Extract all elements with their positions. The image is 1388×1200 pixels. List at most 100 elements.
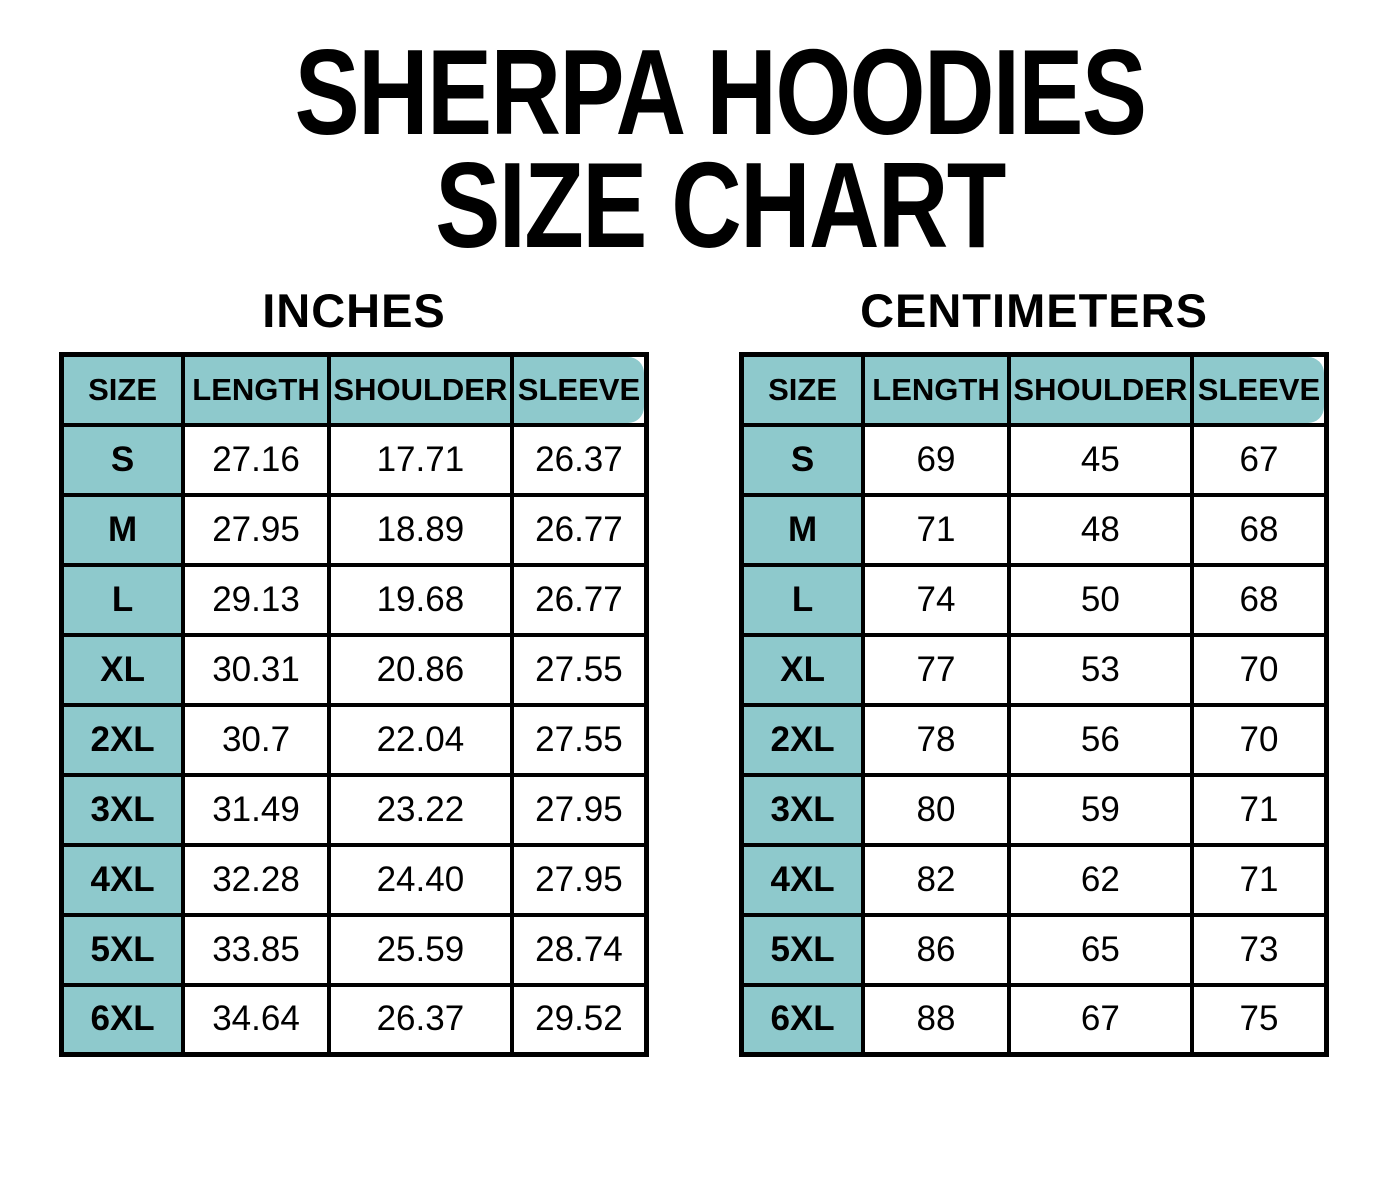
inches-column-header-shoulder: SHOULDER (326, 352, 514, 427)
sleeve-value-cell: 75 (1189, 982, 1329, 1057)
inches-column-header-length: LENGTH (181, 352, 331, 427)
centimeters-section: CENTIMETERS SIZE LENGTH SHOULDER SLEEVE … (739, 284, 1329, 1057)
table-row: XL 77 53 70 (739, 632, 1329, 707)
length-value-cell: 33.85 (181, 912, 331, 987)
shoulder-value-cell: 25.59 (326, 912, 514, 987)
sleeve-value-cell: 27.95 (509, 772, 649, 847)
inches-heading: INCHES (262, 284, 446, 337)
table-row: 4XL 32.28 24.40 27.95 (59, 842, 649, 917)
size-label-cell: 2XL (59, 702, 186, 777)
length-value-cell: 30.7 (181, 702, 331, 777)
centimeters-header-row: SIZE LENGTH SHOULDER SLEEVE (739, 352, 1329, 427)
table-row: L 74 50 68 (739, 562, 1329, 637)
length-value-cell: 30.31 (181, 632, 331, 707)
centimeters-column-header-sleeve-label: SLEEVE (1197, 371, 1321, 407)
shoulder-value-cell: 24.40 (326, 842, 514, 917)
size-label-cell: L (739, 562, 866, 637)
shoulder-value-cell: 59 (1006, 772, 1194, 847)
shoulder-value-cell: 23.22 (326, 772, 514, 847)
shoulder-value-cell: 53 (1006, 632, 1194, 707)
sleeve-value-cell: 26.37 (509, 422, 649, 497)
length-value-cell: 86 (861, 912, 1011, 987)
sleeve-value-cell: 29.52 (509, 982, 649, 1057)
length-value-cell: 32.28 (181, 842, 331, 917)
sleeve-value-cell: 67 (1189, 422, 1329, 497)
size-label-cell: 3XL (59, 772, 186, 847)
sleeve-value-cell: 27.55 (509, 632, 649, 707)
inches-column-header-sleeve: SLEEVE (509, 352, 649, 427)
length-value-cell: 34.64 (181, 982, 331, 1057)
sleeve-value-cell: 70 (1189, 632, 1329, 707)
sleeve-value-cell: 70 (1189, 702, 1329, 777)
shoulder-value-cell: 45 (1006, 422, 1194, 497)
table-row: 6XL 34.64 26.37 29.52 (59, 982, 649, 1057)
centimeters-table: SIZE LENGTH SHOULDER SLEEVE S 69 45 67 M 71 48… (739, 352, 1329, 1057)
inches-column-header-sleeve-label: SLEEVE (517, 371, 641, 407)
centimeters-column-header-sleeve: SLEEVE (1189, 352, 1329, 427)
inches-column-header-size: SIZE (59, 352, 186, 427)
header-corner-background (513, 357, 644, 423)
size-label-cell: XL (739, 632, 866, 707)
inches-header-row: SIZE LENGTH SHOULDER SLEEVE (59, 352, 649, 427)
table-row: 5XL 86 65 73 (739, 912, 1329, 987)
shoulder-value-cell: 62 (1006, 842, 1194, 917)
table-row: L 29.13 19.68 26.77 (59, 562, 649, 637)
sleeve-value-cell: 26.77 (509, 562, 649, 637)
length-value-cell: 71 (861, 492, 1011, 567)
title-line-2: SIZE CHART (435, 137, 1006, 273)
shoulder-value-cell: 19.68 (326, 562, 514, 637)
shoulder-value-cell: 48 (1006, 492, 1194, 567)
length-value-cell: 82 (861, 842, 1011, 917)
table-row: M 71 48 68 (739, 492, 1329, 567)
size-label-cell: XL (59, 632, 186, 707)
shoulder-value-cell: 65 (1006, 912, 1194, 987)
length-value-cell: 78 (861, 702, 1011, 777)
centimeters-column-header-size: SIZE (739, 352, 866, 427)
shoulder-value-cell: 50 (1006, 562, 1194, 637)
table-row: XL 30.31 20.86 27.55 (59, 632, 649, 707)
sleeve-value-cell: 68 (1189, 562, 1329, 637)
size-label-cell: L (59, 562, 186, 637)
inches-table: SIZE LENGTH SHOULDER SLEEVE S 27.16 17.71 2… (59, 352, 649, 1057)
sleeve-value-cell: 28.74 (509, 912, 649, 987)
sleeve-value-cell: 68 (1189, 492, 1329, 567)
size-label-cell: S (739, 422, 866, 497)
shoulder-value-cell: 22.04 (326, 702, 514, 777)
length-value-cell: 29.13 (181, 562, 331, 637)
title-line-1: SHERPA HOODIES (294, 24, 1147, 160)
length-value-cell: 80 (861, 772, 1011, 847)
inches-table-body: S 27.16 17.71 26.37 M 27.95 18.89 26.77 L 29.13 19… (59, 422, 649, 1057)
sleeve-value-cell: 73 (1189, 912, 1329, 987)
sleeve-value-cell: 27.55 (509, 702, 649, 777)
table-row: 4XL 82 62 71 (739, 842, 1329, 917)
size-label-cell: 2XL (739, 702, 866, 777)
size-label-cell: S (59, 422, 186, 497)
table-row: S 27.16 17.71 26.37 (59, 422, 649, 497)
table-row: 6XL 88 67 75 (739, 982, 1329, 1057)
shoulder-value-cell: 56 (1006, 702, 1194, 777)
size-label-cell: 5XL (739, 912, 866, 987)
shoulder-value-cell: 20.86 (326, 632, 514, 707)
table-row: 2XL 30.7 22.04 27.55 (59, 702, 649, 777)
size-label-cell: 3XL (739, 772, 866, 847)
sleeve-value-cell: 71 (1189, 772, 1329, 847)
shoulder-value-cell: 26.37 (326, 982, 514, 1057)
size-label-cell: M (739, 492, 866, 567)
length-value-cell: 31.49 (181, 772, 331, 847)
length-value-cell: 88 (861, 982, 1011, 1057)
length-value-cell: 27.16 (181, 422, 331, 497)
size-label-cell: M (59, 492, 186, 567)
page-title: SHERPA HOODIES SIZE CHART (0, 24, 1388, 273)
shoulder-value-cell: 67 (1006, 982, 1194, 1057)
shoulder-value-cell: 17.71 (326, 422, 514, 497)
sleeve-value-cell: 71 (1189, 842, 1329, 917)
centimeters-column-header-shoulder: SHOULDER (1006, 352, 1194, 427)
length-value-cell: 27.95 (181, 492, 331, 567)
size-label-cell: 4XL (59, 842, 186, 917)
length-value-cell: 74 (861, 562, 1011, 637)
size-label-cell: 6XL (739, 982, 866, 1057)
table-row: M 27.95 18.89 26.77 (59, 492, 649, 567)
header-corner-background (1193, 357, 1324, 423)
shoulder-value-cell: 18.89 (326, 492, 514, 567)
